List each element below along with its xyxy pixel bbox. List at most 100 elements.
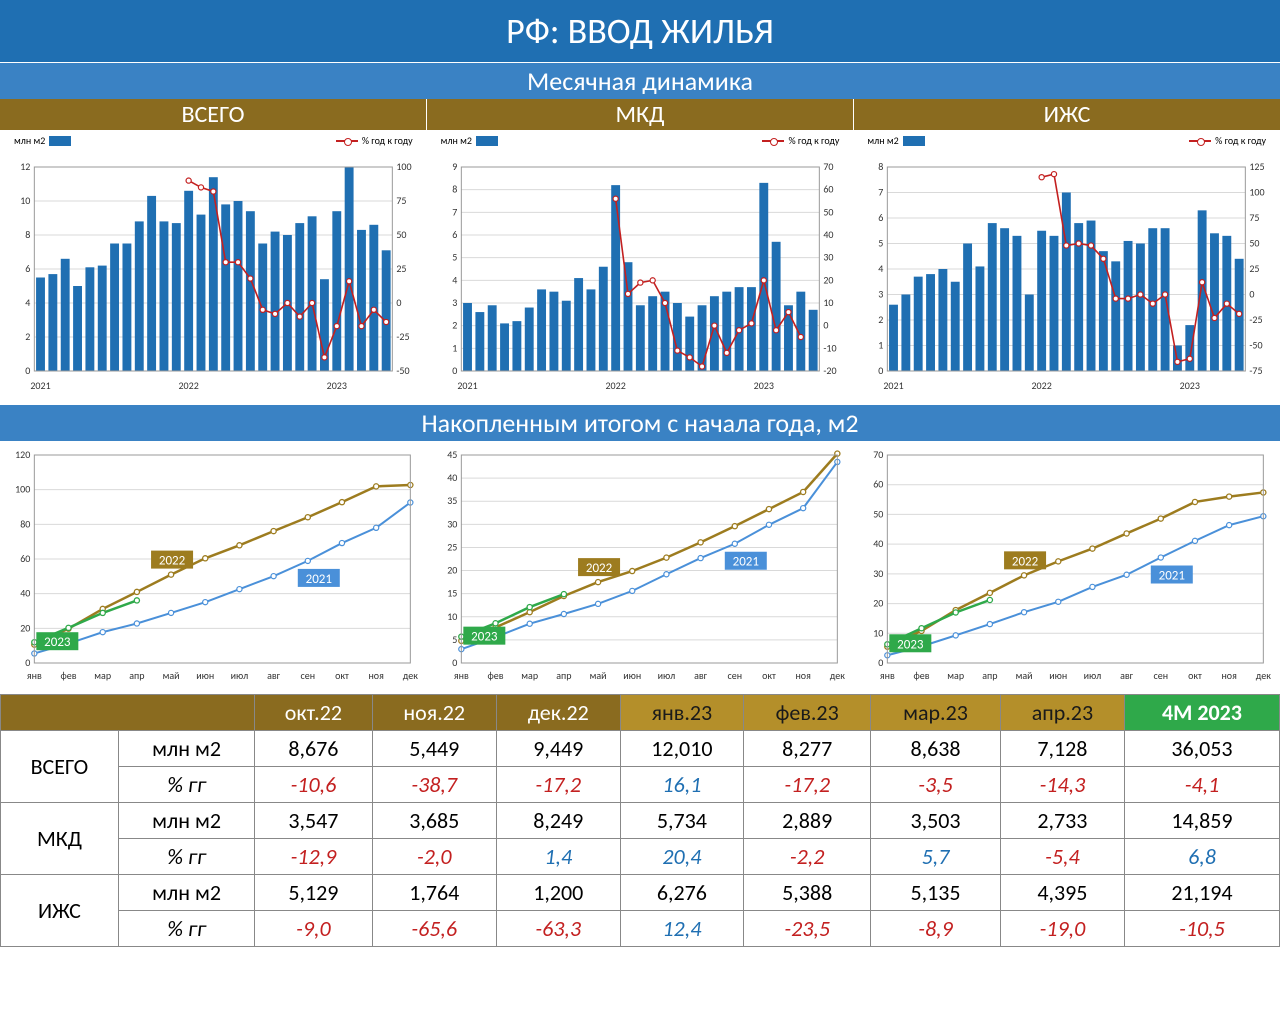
svg-text:5: 5 <box>879 237 884 250</box>
svg-text:25: 25 <box>447 540 457 553</box>
svg-text:0: 0 <box>25 364 30 377</box>
svg-text:мар: мар <box>521 669 538 682</box>
monthly-chart: млн м2 % год к году 024681012-50-2502550… <box>0 130 427 404</box>
svg-text:45: 45 <box>447 448 457 461</box>
svg-text:сен: сен <box>1154 669 1169 682</box>
svg-text:май: май <box>589 669 606 682</box>
svg-text:10: 10 <box>874 626 884 639</box>
bar-swatch <box>903 136 925 146</box>
svg-text:авг: авг <box>1120 669 1134 682</box>
table-value: 3,547 <box>255 803 372 839</box>
row-sublabel: % гг <box>118 839 255 875</box>
table-value: 14,859 <box>1124 803 1279 839</box>
period-header: апр.23 <box>1000 695 1124 731</box>
svg-text:дек: дек <box>1256 669 1271 682</box>
table-value: 5,135 <box>871 875 1001 911</box>
svg-text:2022: 2022 <box>179 379 199 392</box>
svg-text:75: 75 <box>1250 211 1260 224</box>
period-header: дек.22 <box>496 695 620 731</box>
svg-text:30: 30 <box>823 251 833 264</box>
table-pct: -19,0 <box>1000 911 1124 947</box>
table-value: 8,638 <box>871 731 1001 767</box>
table-value: 5,734 <box>620 803 744 839</box>
svg-text:ноя: ноя <box>1222 669 1238 682</box>
svg-text:2021: 2021 <box>1159 569 1185 584</box>
svg-text:35: 35 <box>447 494 457 507</box>
svg-text:0: 0 <box>452 656 457 669</box>
svg-text:7: 7 <box>452 205 457 218</box>
legend-line-label: % год к году <box>788 134 839 147</box>
legend-bar-label: млн м2 <box>441 134 472 147</box>
svg-text:8: 8 <box>879 160 884 173</box>
table-value: 1,764 <box>372 875 496 911</box>
chart-svg: 020406080100120янвфевмарапрмайиюниюлавгс… <box>6 445 421 690</box>
svg-text:2023: 2023 <box>898 637 925 652</box>
svg-text:120: 120 <box>15 448 30 461</box>
row-sublabel: % гг <box>118 767 255 803</box>
svg-text:50: 50 <box>396 228 406 241</box>
svg-text:0: 0 <box>879 364 884 377</box>
svg-text:сен: сен <box>301 669 316 682</box>
svg-text:2023: 2023 <box>327 379 347 392</box>
svg-text:апр: апр <box>129 669 144 682</box>
legend-bar-label: млн м2 <box>14 134 45 147</box>
svg-text:1: 1 <box>879 339 884 352</box>
svg-text:20: 20 <box>20 621 30 634</box>
svg-text:100: 100 <box>15 483 30 496</box>
table-pct: -10,6 <box>255 767 372 803</box>
section2-title: Накопленным итогом с начала года, м2 <box>0 404 1280 441</box>
svg-text:-10: -10 <box>823 341 836 354</box>
cumulative-chart: 020406080100120янвфевмарапрмайиюниюлавгс… <box>0 441 427 694</box>
row-sublabel: млн м2 <box>118 803 255 839</box>
svg-text:7: 7 <box>879 186 884 199</box>
chart-svg: 010203040506070янвфевмарапрмайиюниюлавгс… <box>859 445 1274 690</box>
table-pct: -38,7 <box>372 767 496 803</box>
svg-text:-20: -20 <box>823 364 836 377</box>
svg-text:0: 0 <box>452 364 457 377</box>
svg-text:1: 1 <box>452 341 457 354</box>
svg-text:0: 0 <box>25 656 30 669</box>
period-header: ноя.22 <box>372 695 496 731</box>
svg-text:-75: -75 <box>1250 364 1263 377</box>
svg-text:-50: -50 <box>1250 339 1263 352</box>
svg-text:2022: 2022 <box>1012 554 1039 569</box>
table-pct: -4,1 <box>1124 767 1279 803</box>
table-value: 5,129 <box>255 875 372 911</box>
svg-text:2021: 2021 <box>884 379 904 392</box>
svg-text:4: 4 <box>25 296 30 309</box>
svg-text:80: 80 <box>20 517 30 530</box>
svg-text:2022: 2022 <box>1032 379 1052 392</box>
svg-text:20: 20 <box>447 564 457 577</box>
chart-legend: млн м2 % год к году <box>433 134 848 149</box>
svg-text:июл: июл <box>1084 669 1102 682</box>
legend-line-label: % год к году <box>362 134 413 147</box>
svg-text:100: 100 <box>396 160 411 173</box>
monthly-chart: млн м2 % год к году 012345678-75-50-2502… <box>853 130 1280 404</box>
svg-text:2022: 2022 <box>605 379 625 392</box>
svg-text:10: 10 <box>447 610 457 623</box>
svg-text:25: 25 <box>396 262 406 275</box>
svg-text:0: 0 <box>823 319 828 332</box>
svg-text:май: май <box>1016 669 1033 682</box>
svg-text:2: 2 <box>25 330 30 343</box>
svg-text:июн: июн <box>1050 669 1068 682</box>
table-value: 4,395 <box>1000 875 1124 911</box>
chart-svg: 0123456789-20-10010203040506070202120222… <box>433 149 848 400</box>
svg-text:5: 5 <box>452 633 457 646</box>
svg-text:окт: окт <box>1188 669 1202 682</box>
table-pct: -17,2 <box>496 767 620 803</box>
legend-line-label: % год к году <box>1215 134 1266 147</box>
table-pct: -5,4 <box>1000 839 1124 875</box>
row-label: ВСЕГО <box>1 731 119 803</box>
legend-bar-label: млн м2 <box>867 134 898 147</box>
table-pct: -10,5 <box>1124 911 1279 947</box>
svg-text:сен: сен <box>727 669 742 682</box>
svg-text:окт: окт <box>762 669 776 682</box>
svg-text:50: 50 <box>1250 237 1260 250</box>
table-value: 3,685 <box>372 803 496 839</box>
svg-text:70: 70 <box>823 160 833 173</box>
svg-text:июл: июл <box>657 669 675 682</box>
svg-text:-25: -25 <box>1250 313 1263 326</box>
svg-text:10: 10 <box>20 194 30 207</box>
svg-text:2021: 2021 <box>30 379 50 392</box>
